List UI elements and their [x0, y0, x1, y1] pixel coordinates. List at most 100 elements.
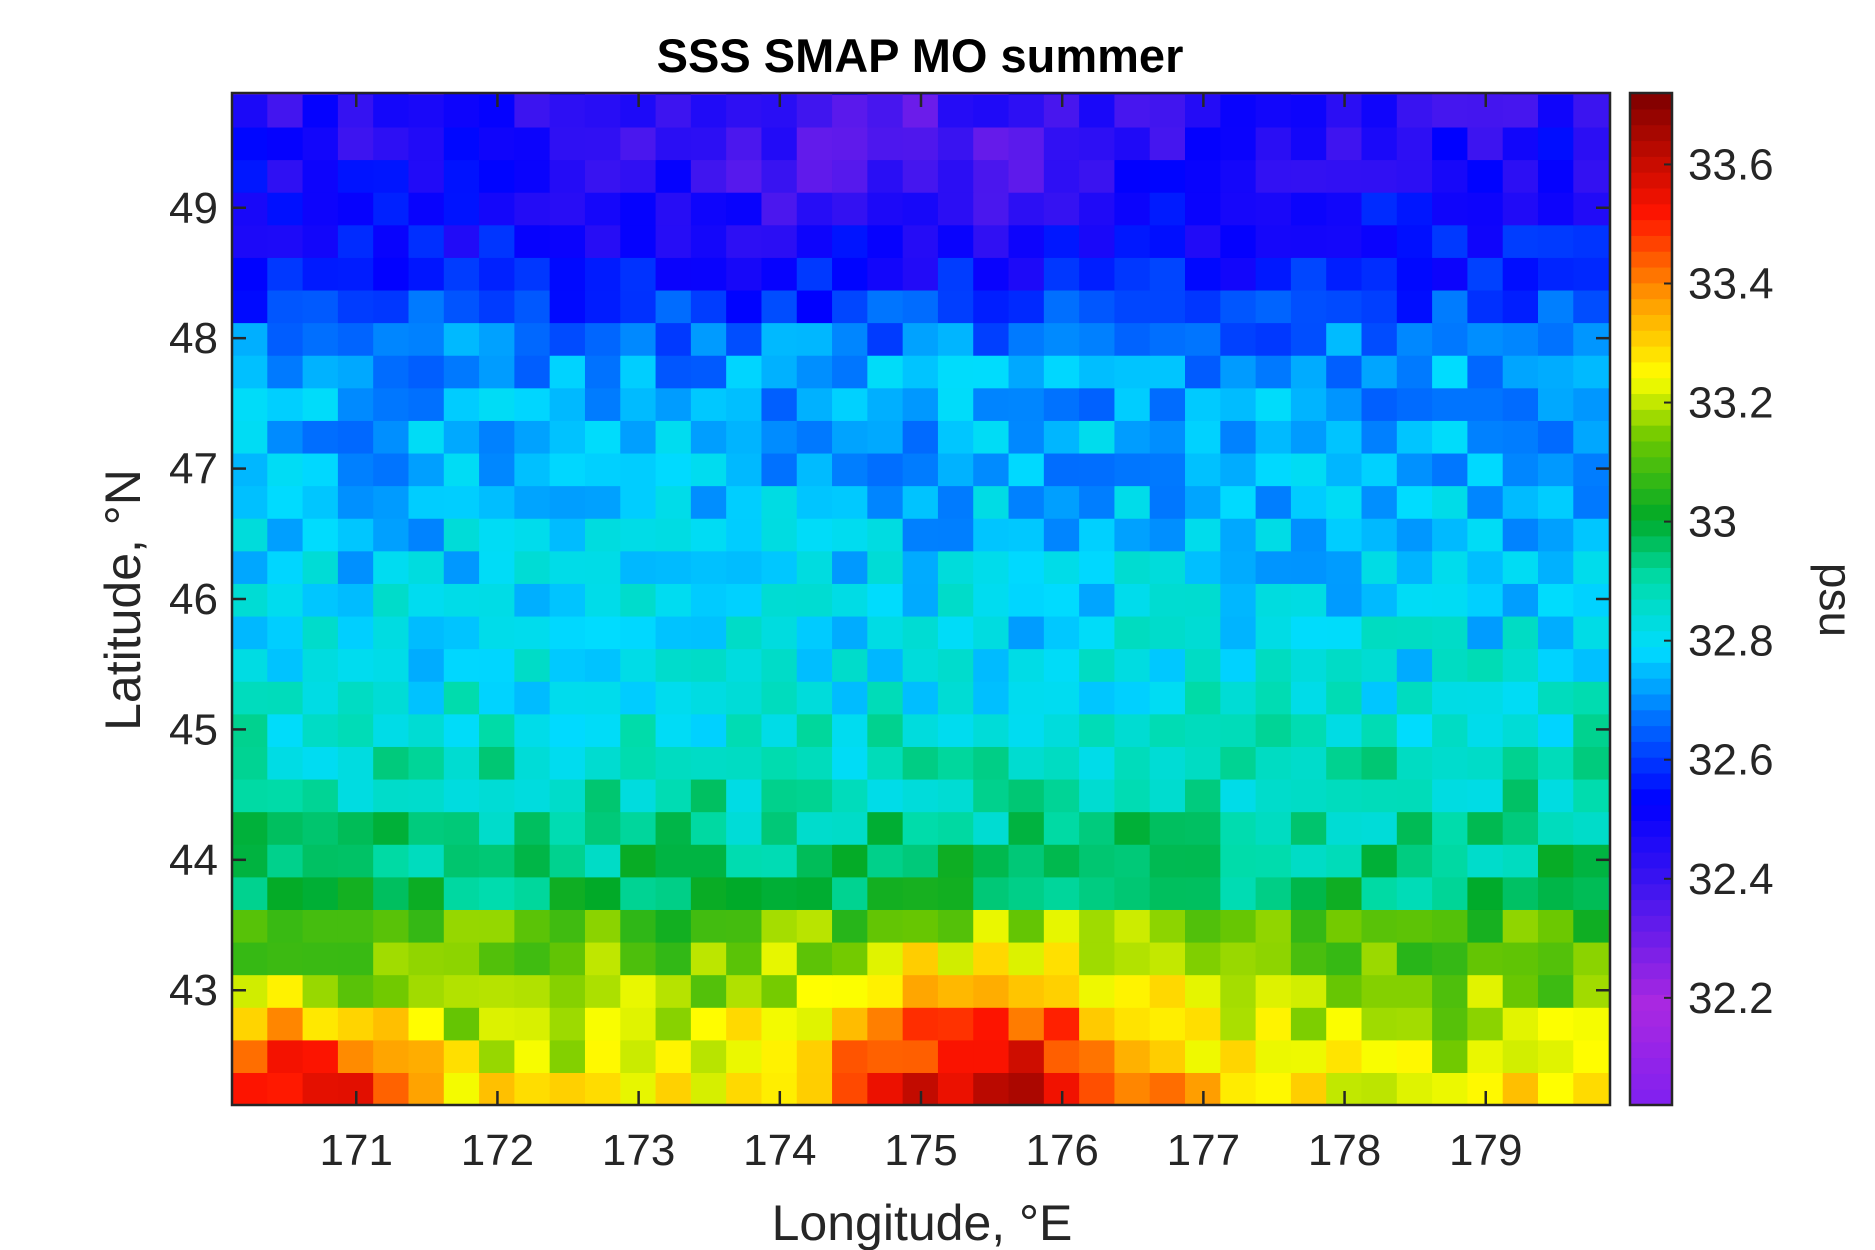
heatmap-cell: [937, 876, 974, 910]
heatmap-cell: [232, 420, 268, 454]
heatmap-cell: [973, 713, 1010, 747]
heatmap-cell: [1220, 257, 1257, 291]
heatmap-cell: [1537, 941, 1574, 976]
heatmap-cell: [1573, 518, 1610, 552]
heatmap-cell: [1537, 322, 1574, 356]
x-tick-label: 179: [1449, 1126, 1522, 1175]
heatmap-cell: [373, 681, 410, 715]
heatmap-cell: [1361, 452, 1398, 487]
colorbar-segment: [1630, 899, 1672, 916]
y-tick-label: 49: [169, 184, 218, 233]
heatmap-cell: [1326, 583, 1363, 617]
heatmap-cell: [479, 518, 515, 552]
heatmap-cell: [620, 355, 657, 389]
heatmap-cell: [1326, 615, 1363, 650]
heatmap-cell: [1361, 941, 1398, 976]
heatmap-cell: [1502, 192, 1539, 226]
heatmap-cell: [373, 974, 410, 1008]
heatmap-cell: [832, 909, 868, 943]
heatmap-cell: [267, 420, 304, 454]
heatmap-cell: [337, 876, 374, 910]
x-tick-label: 175: [884, 1126, 957, 1175]
heatmap-cell: [1432, 420, 1468, 454]
heatmap-cell: [1149, 355, 1186, 389]
heatmap-cell: [443, 876, 480, 910]
heatmap-cell: [726, 1007, 763, 1041]
heatmap-cell: [620, 126, 657, 161]
heatmap-cell: [867, 159, 904, 193]
heatmap-cell: [373, 485, 410, 519]
heatmap-cell: [1573, 355, 1610, 389]
heatmap-cell: [867, 681, 904, 715]
heatmap-cell: [443, 485, 480, 519]
heatmap-cell: [443, 746, 480, 780]
heatmap-cell: [514, 387, 551, 421]
heatmap-cell: [1326, 224, 1363, 258]
heatmap-cell: [832, 1007, 868, 1041]
heatmap-cell: [937, 648, 974, 682]
heatmap-cell: [584, 681, 621, 715]
colorbar-segment: [1630, 915, 1672, 932]
heatmap-cell: [1290, 648, 1327, 682]
heatmap-cell: [1573, 876, 1610, 910]
heatmap-cell: [337, 713, 374, 747]
heatmap-cell: [1185, 681, 1221, 715]
heatmap-cell: [1255, 485, 1292, 519]
heatmap-cell: [690, 1039, 727, 1073]
heatmap-cell: [337, 355, 374, 389]
heatmap-cell: [1255, 844, 1292, 878]
heatmap-cell: [902, 909, 939, 943]
heatmap-cell: [1326, 746, 1363, 780]
heatmap-cell: [1573, 485, 1610, 519]
heatmap-cell: [1043, 322, 1080, 356]
heatmap-cell: [690, 518, 727, 552]
heatmap-cell: [1220, 909, 1257, 943]
heatmap-cell: [337, 615, 374, 650]
heatmap-cell: [1079, 159, 1116, 193]
heatmap-cell: [1079, 518, 1116, 552]
heatmap-cell: [902, 1007, 939, 1041]
heatmap-cell: [690, 1072, 727, 1106]
colorbar-segment: [1630, 140, 1672, 157]
heatmap-cell: [1149, 192, 1186, 226]
heatmap-cell: [832, 778, 868, 813]
heatmap-cell: [655, 974, 692, 1008]
heatmap-cell: [549, 1007, 586, 1041]
heatmap-cell: [337, 126, 374, 161]
heatmap-cell: [337, 159, 374, 193]
heatmap-cell: [1185, 941, 1221, 976]
colorbar-segment: [1630, 1057, 1672, 1074]
heatmap-cell: [937, 94, 974, 128]
heatmap-cell: [1361, 550, 1398, 584]
heatmap-cell: [549, 941, 586, 976]
heatmap-cell: [1537, 713, 1574, 747]
heatmap-cell: [443, 811, 480, 845]
heatmap-cell: [1432, 452, 1468, 487]
heatmap-cell: [1537, 355, 1574, 389]
heatmap-cell: [1502, 974, 1539, 1008]
heatmap-cell: [1079, 289, 1116, 324]
colorbar-segment: [1630, 693, 1672, 711]
heatmap-cell: [232, 550, 268, 584]
heatmap-cell: [1185, 224, 1221, 258]
heatmap-cell: [514, 974, 551, 1008]
heatmap-cell: [1290, 126, 1327, 161]
heatmap-cell: [655, 681, 692, 715]
colorbar-segment: [1630, 124, 1672, 142]
heatmap-cell: [1149, 974, 1186, 1008]
heatmap-cell: [1326, 387, 1363, 421]
heatmap-cell: [902, 583, 939, 617]
heatmap-cell: [796, 648, 833, 682]
heatmap-cell: [549, 289, 586, 324]
heatmap-cell: [443, 126, 480, 161]
heatmap-cell: [796, 289, 833, 324]
heatmap-cell: [1537, 681, 1574, 715]
heatmap-cell: [1502, 257, 1539, 291]
heatmap-cell: [1326, 289, 1363, 324]
heatmap-cell: [1361, 615, 1398, 650]
heatmap-cell: [232, 518, 268, 552]
heatmap-cell: [1537, 1007, 1574, 1041]
heatmap-cell: [373, 583, 410, 617]
heatmap-cell: [1255, 387, 1292, 421]
heatmap-cell: [726, 387, 763, 421]
